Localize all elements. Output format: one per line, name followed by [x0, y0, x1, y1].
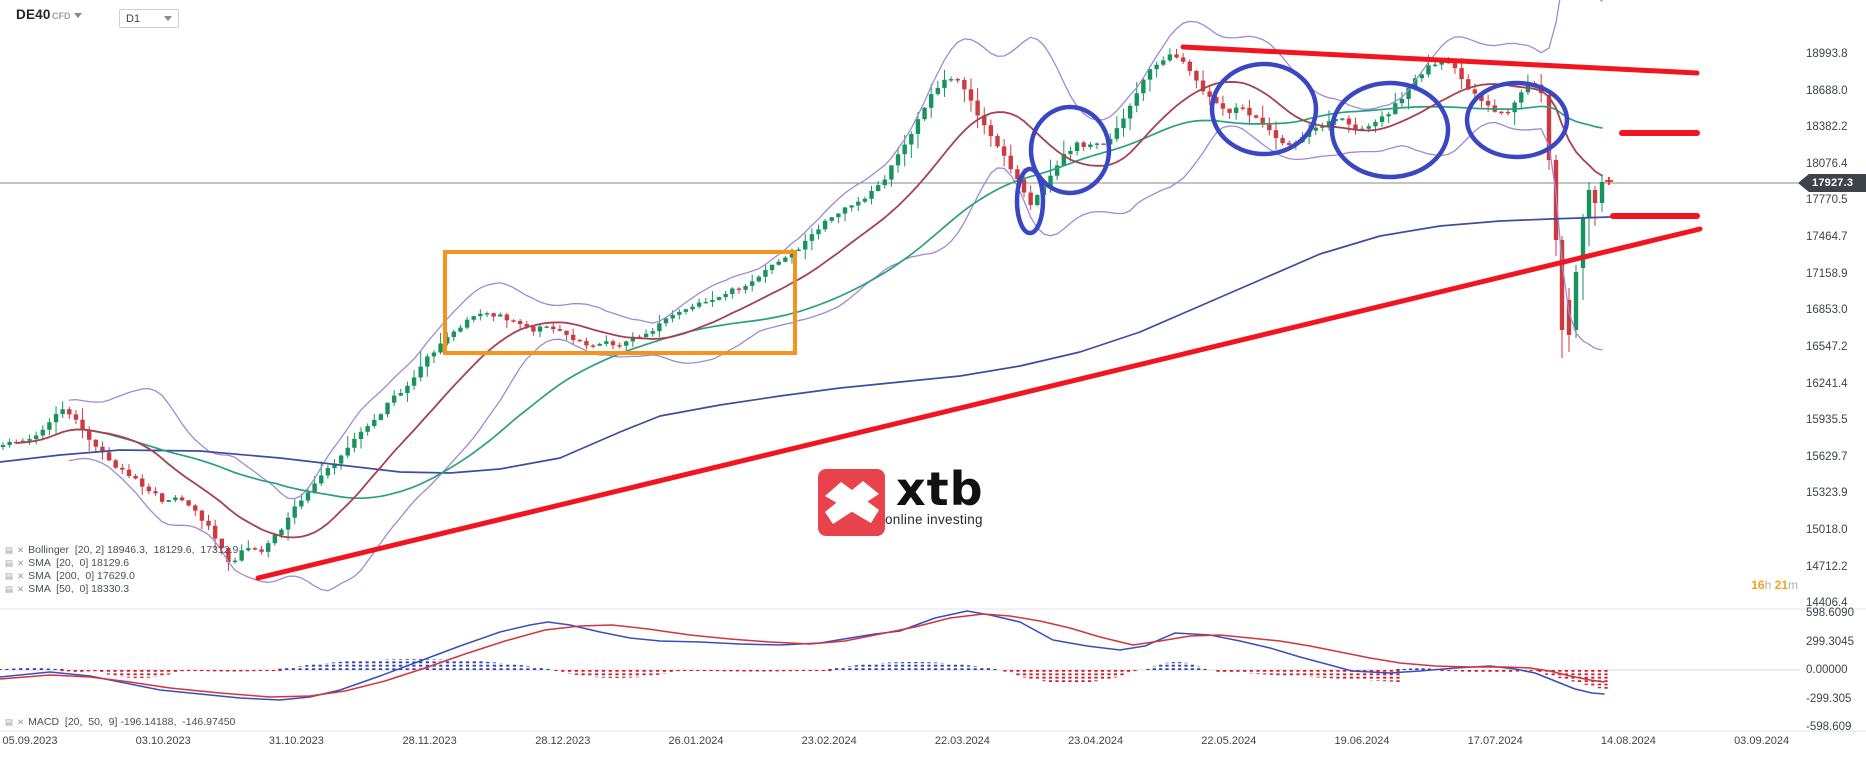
indicator-settings-icon[interactable]: ▤ [5, 544, 14, 555]
timer-minutes-unit: m [1788, 578, 1798, 592]
highlight-ellipse [1464, 80, 1570, 160]
indicator-close-icon[interactable]: ✕ [17, 544, 25, 555]
date-axis-label: 26.01.2024 [668, 735, 724, 747]
timer-hours: 16 [1751, 578, 1765, 592]
indicator-close-icon[interactable]: ✕ [17, 557, 25, 568]
price-axis-label: 15018.0 [1806, 524, 1848, 536]
macd-lines [0, 610, 1605, 701]
candle-countdown-timer: 16h 21m [1712, 578, 1798, 592]
indicator-settings-icon[interactable]: ▤ [5, 557, 14, 568]
price-axis-label: 18688.0 [1806, 85, 1848, 97]
macd-axis-label: 0.00000 [1806, 664, 1848, 676]
highlight-ellipse [1014, 166, 1046, 236]
macd-axis-label: 299.3045 [1806, 636, 1854, 648]
macd-axis-label: -598.609 [1806, 721, 1852, 733]
current-price-value: 17927.3 [1812, 177, 1854, 189]
instrument-type-label: CFD [52, 11, 71, 21]
instrument-symbol[interactable]: DE40 [16, 7, 51, 22]
date-axis-label: 03.10.2023 [135, 735, 191, 747]
instrument-dropdown-caret-icon[interactable] [74, 13, 82, 18]
price-axis-label: 17770.5 [1806, 194, 1848, 206]
highlight-ellipse [1329, 80, 1451, 180]
indicator-label: MACD [20, 50, 9] -196.14188, -146.97450 [28, 716, 236, 728]
timer-minutes: 21 [1774, 578, 1788, 592]
price-axis-label: 16547.2 [1806, 341, 1848, 353]
price-axis-label: 16241.4 [1806, 378, 1848, 390]
date-axis-label: 19.06.2024 [1334, 735, 1390, 747]
date-axis-label: 05.09.2023 [2, 735, 58, 747]
indicator-label: SMA [20, 0] 18129.6 [28, 557, 130, 569]
indicator-close-icon[interactable]: ✕ [17, 716, 25, 727]
xtb-logo: xtb online investing [818, 462, 984, 536]
indicator-row-sma200: ▤ ✕ SMA [200, 0] 17629.0 [5, 570, 135, 582]
highlight-ellipse [1028, 104, 1112, 196]
highlight-ellipse [1209, 61, 1319, 157]
price-axis-label: 14712.2 [1806, 561, 1848, 573]
price-axis-label: 17464.7 [1806, 231, 1848, 243]
timer-hours-unit: h [1764, 578, 1772, 592]
indicator-settings-icon[interactable]: ▤ [5, 716, 14, 727]
date-axis-label: 14.08.2024 [1600, 735, 1656, 747]
timeframe-value: D1 [126, 12, 141, 25]
xtb-logo-subtext: online investing [885, 512, 983, 527]
date-axis-label: 28.12.2023 [535, 735, 591, 747]
date-axis-label: 22.03.2024 [934, 735, 990, 747]
timeframe-caret-icon [164, 16, 172, 21]
price-axis-label: 15935.5 [1806, 414, 1848, 426]
price-axis-label: 16853.0 [1806, 304, 1848, 316]
consolidation-rectangle [443, 250, 797, 355]
last-price-cross-icon [1605, 177, 1613, 185]
timeframe-dropdown[interactable]: D1 [119, 9, 179, 28]
date-axis-label: 23.02.2024 [801, 735, 857, 747]
indicator-row-macd: ▤ ✕ MACD [20, 50, 9] -196.14188, -146.974… [5, 716, 235, 728]
chart-toolbar: DE40 CFD D1 [0, 0, 1866, 32]
price-axis-label: 18076.4 [1806, 158, 1848, 170]
price-axis-label: 18993.8 [1806, 48, 1848, 60]
indicator-row-sma20: ▤ ✕ SMA [20, 0] 18129.6 [5, 557, 129, 569]
candlestick-series [0, 48, 1605, 572]
pane-separators [0, 608, 1866, 732]
price-axis-label: 18382.2 [1806, 121, 1848, 133]
indicator-label: SMA [200, 0] 17629.0 [28, 570, 135, 582]
indicator-close-icon[interactable]: ✕ [17, 583, 25, 594]
xtb-logo-text: xtb [896, 462, 984, 516]
date-axis-label: 28.11.2023 [402, 735, 457, 747]
rising-trendline [255, 226, 1703, 581]
indicator-lines [0, 0, 1611, 592]
price-axis-label: 15629.7 [1806, 451, 1848, 463]
macd-histogram [0, 659, 1608, 690]
indicator-close-icon[interactable]: ✕ [17, 570, 25, 581]
price-axis-label: 15323.9 [1806, 487, 1848, 499]
date-axis-label: 03.09.2024 [1734, 735, 1790, 747]
date-axis-label: 17.07.2024 [1467, 735, 1523, 747]
declining-trendline [1180, 44, 1700, 76]
xtb-logo-icon [818, 469, 885, 536]
price-axis-label: 14406.4 [1806, 597, 1848, 609]
date-axis-label: 22.05.2024 [1201, 735, 1257, 747]
indicator-row-sma50: ▤ ✕ SMA [50, 0] 18330.3 [5, 583, 129, 595]
indicator-row-bollinger: ▤ ✕ Bollinger [20, 2] 18946.3, 18129.6, 1… [5, 544, 238, 556]
current-price-badge: 17927.3 [1798, 174, 1866, 192]
macd-axis-label: 598.6090 [1806, 607, 1854, 619]
indicator-settings-icon[interactable]: ▤ [5, 570, 14, 581]
indicator-settings-icon[interactable]: ▤ [5, 583, 14, 594]
price-axis-label: 17158.9 [1806, 268, 1848, 280]
macd-axis-label: -299.305 [1806, 693, 1852, 705]
drawing-annotations[interactable] [255, 44, 1703, 581]
date-axis-label: 31.10.2023 [268, 735, 324, 747]
indicator-label: SMA [50, 0] 18330.3 [28, 583, 130, 595]
current-price-badge-shape [1798, 174, 1866, 192]
indicator-label: Bollinger [20, 2] 18946.3, 18129.6, 1731… [28, 544, 239, 556]
date-axis-label: 23.04.2024 [1068, 735, 1124, 747]
